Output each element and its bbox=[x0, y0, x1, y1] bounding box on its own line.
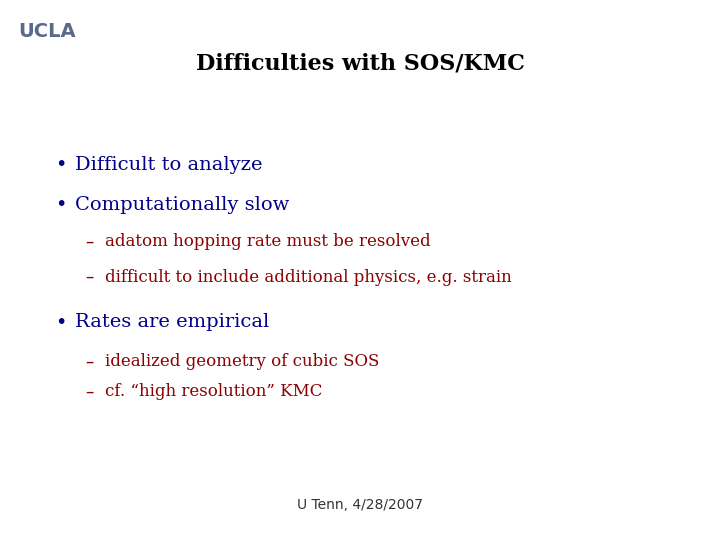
Text: Difficulties with SOS/KMC: Difficulties with SOS/KMC bbox=[196, 52, 524, 74]
Text: adatom hopping rate must be resolved: adatom hopping rate must be resolved bbox=[105, 233, 431, 251]
Text: Difficult to analyze: Difficult to analyze bbox=[75, 156, 263, 174]
Text: –: – bbox=[85, 233, 94, 251]
Text: •: • bbox=[55, 156, 66, 174]
Text: –: – bbox=[85, 353, 94, 371]
Text: cf. “high resolution” KMC: cf. “high resolution” KMC bbox=[105, 383, 323, 401]
Text: –: – bbox=[85, 383, 94, 401]
Text: UCLA: UCLA bbox=[18, 22, 76, 41]
Text: Computationally slow: Computationally slow bbox=[75, 196, 289, 214]
Text: •: • bbox=[55, 195, 66, 214]
Text: •: • bbox=[55, 313, 66, 332]
Text: idealized geometry of cubic SOS: idealized geometry of cubic SOS bbox=[105, 354, 379, 370]
Text: U Tenn, 4/28/2007: U Tenn, 4/28/2007 bbox=[297, 498, 423, 512]
Text: difficult to include additional physics, e.g. strain: difficult to include additional physics,… bbox=[105, 268, 512, 286]
Text: Rates are empirical: Rates are empirical bbox=[75, 313, 269, 331]
Text: –: – bbox=[85, 268, 94, 286]
